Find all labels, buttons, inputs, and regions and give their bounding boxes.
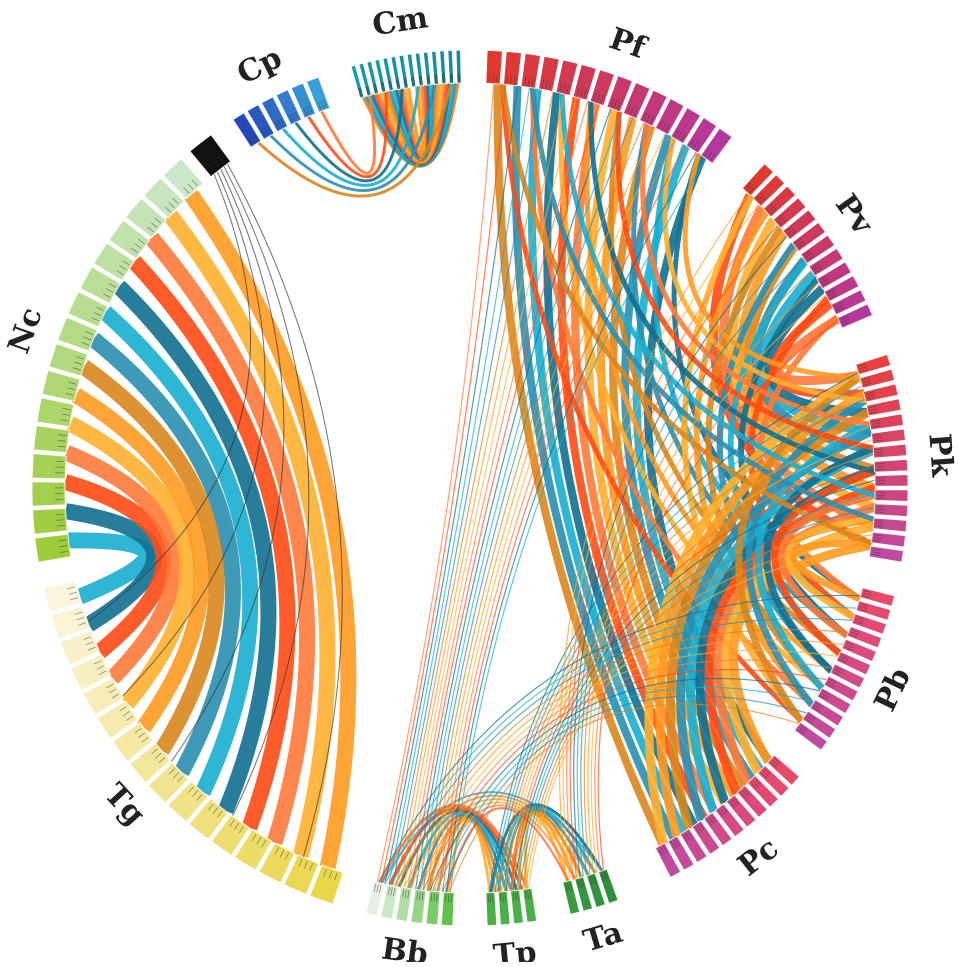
segment-label-cm: Cm <box>370 0 430 43</box>
segment-block-tg <box>44 581 82 612</box>
segment-block-pk <box>869 546 903 562</box>
segment-block-pf <box>486 50 503 84</box>
segment-label-ta: Ta <box>579 915 626 960</box>
segment-block-nc <box>42 370 80 401</box>
segment-block-nc <box>32 482 65 506</box>
segment-block-pk <box>875 475 908 487</box>
segment-block-tp <box>523 888 537 922</box>
segment-block-pk <box>869 414 903 430</box>
segment-block-x <box>190 135 231 177</box>
segment-block-pf <box>521 54 540 89</box>
segment-label-pb: Pb <box>868 662 918 716</box>
segment-block-nc <box>34 426 69 453</box>
segment-block-bb <box>396 887 412 921</box>
segment-block-pk <box>873 444 907 458</box>
segment-label-bb: Bb <box>379 931 430 962</box>
segment-block-bb <box>426 891 440 925</box>
segment-block-nc <box>33 508 68 534</box>
segment-block-cm <box>456 50 461 83</box>
segment-label-nc: Nc <box>1 303 49 358</box>
segment-block-nc <box>37 398 74 427</box>
segment-label-cp: Cp <box>232 40 288 91</box>
segment-label-tp: Tp <box>492 935 538 962</box>
segment-block-pk <box>874 459 908 472</box>
segment-block-tp <box>511 890 524 924</box>
ribbon-layer <box>65 83 875 892</box>
segment-block-cm <box>448 50 454 83</box>
segment-block-pk <box>871 429 905 444</box>
segment-label-tg: Tg <box>97 777 152 833</box>
segment-block-pk <box>873 518 907 532</box>
segment-label-pv: Pv <box>828 188 881 242</box>
segment-block-bb <box>441 892 454 926</box>
ribbon-bb-pf <box>377 84 493 883</box>
segment-label-pc: Pc <box>732 831 786 884</box>
segment-block-pf <box>504 52 522 86</box>
segment-block-pf <box>539 56 560 91</box>
segment-block-pk <box>871 532 905 547</box>
segment-block-tp <box>498 891 510 925</box>
segment-block-nc <box>35 534 71 562</box>
segment-block-pk <box>875 490 908 502</box>
segment-block-bb <box>411 889 426 923</box>
segment-block-tp <box>486 892 497 925</box>
segment-label-pk: Pk <box>921 432 958 479</box>
segment-block-pk <box>874 504 908 517</box>
segment-block-nc <box>32 454 66 479</box>
segment-label-pf: Pf <box>605 21 652 67</box>
